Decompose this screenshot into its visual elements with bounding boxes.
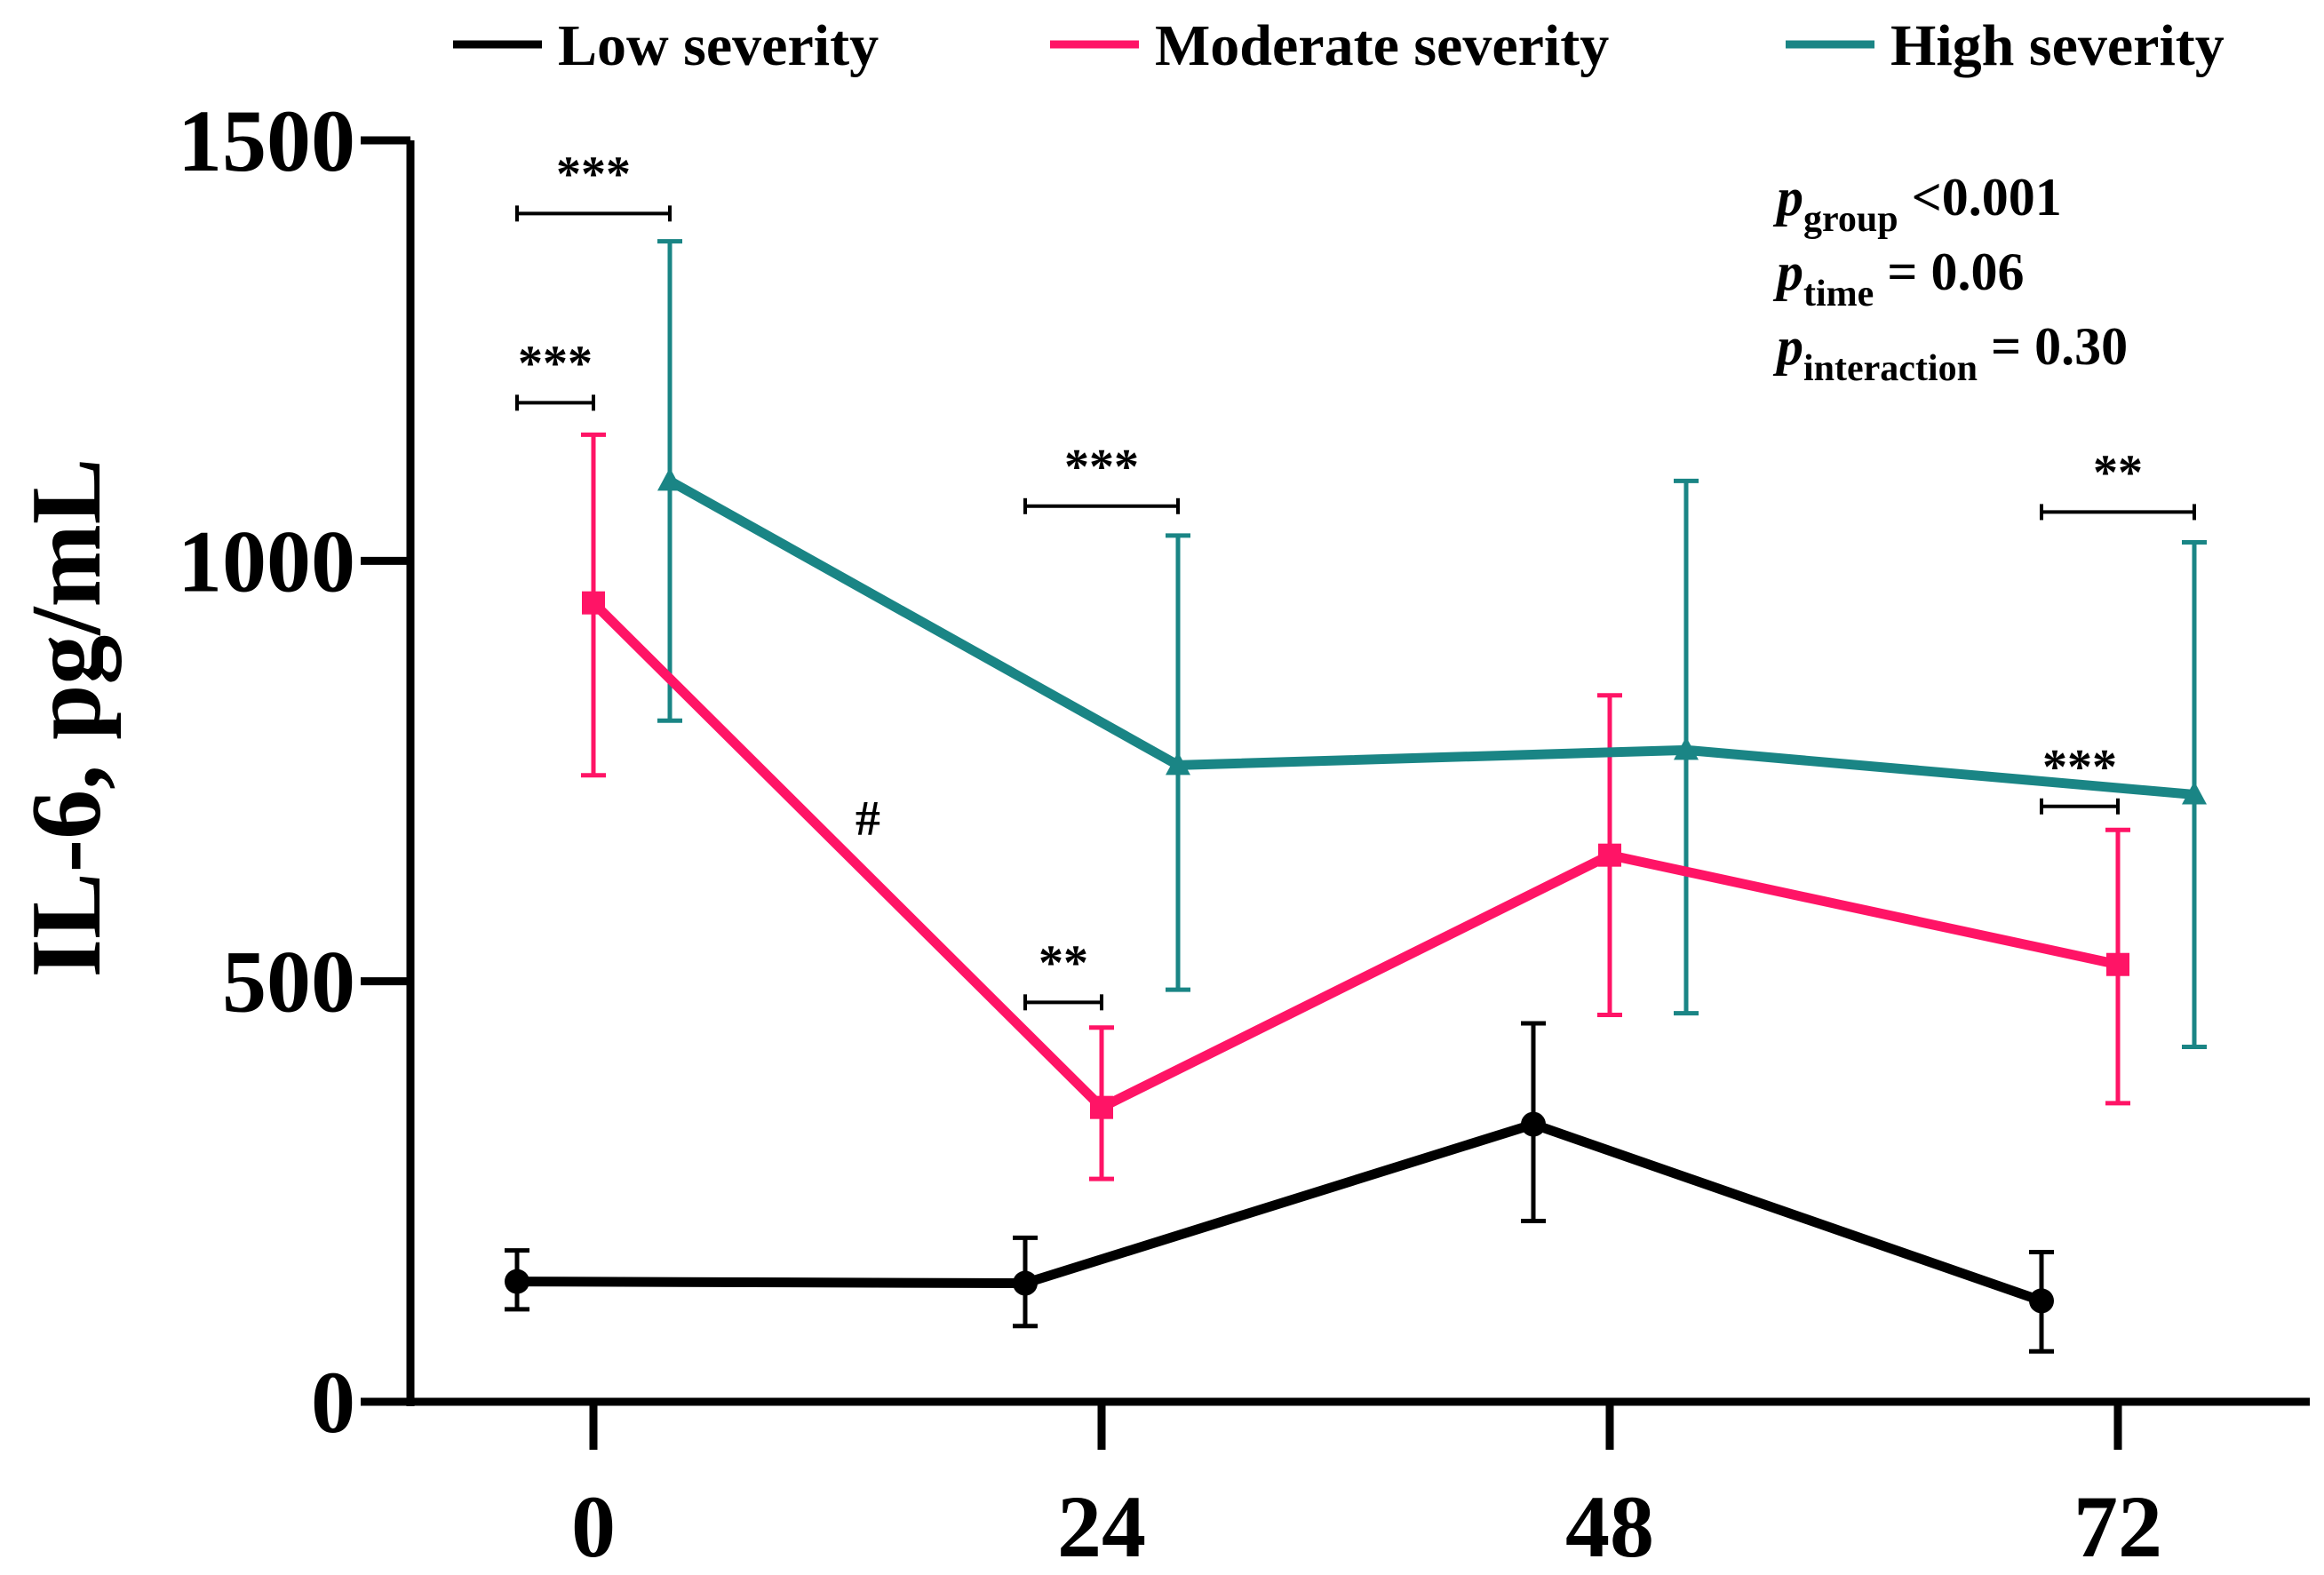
stat-subscript: group	[1803, 199, 1898, 240]
marker-0-2	[1521, 1111, 1546, 1137]
marker-1-3	[2106, 952, 2129, 976]
y-axis-label: IL-6, pg/mL	[12, 458, 122, 978]
sig-bracket-3: **	[1023, 935, 1103, 1011]
sig-bracket-4: **	[2040, 445, 2196, 521]
sig-label-3: **	[1039, 935, 1088, 990]
series-line-0	[516, 1119, 2043, 1306]
y-tick-label-2: 1000	[178, 512, 355, 610]
marker-1-2	[1598, 843, 1621, 867]
marker-2-0	[657, 467, 682, 491]
sig-bracket-5: ***	[2040, 740, 2120, 815]
stat-p: p	[1772, 243, 1803, 301]
sig-bracket-1: ***	[515, 336, 595, 411]
stat-value: = 0.06	[1874, 243, 2024, 301]
marker-1-0	[582, 591, 605, 615]
series-line-1	[590, 599, 2120, 1113]
marker-2-2	[1674, 736, 1699, 760]
y-tick-label-3: 1500	[178, 91, 355, 190]
sig-bracket-0: ***	[515, 147, 672, 222]
sig-label-2: ***	[1064, 440, 1139, 495]
legend: Low severity Moderate severity High severi…	[453, 13, 2225, 78]
marker-2-1	[1166, 752, 1190, 776]
stat-value: = 0.30	[1978, 317, 2128, 376]
sig-label-1: ***	[518, 336, 593, 391]
stat-p: p	[1772, 317, 1803, 376]
stat-subscript: time	[1803, 274, 1874, 314]
sig-label-0: ***	[556, 147, 631, 202]
series-markers	[505, 467, 2207, 1314]
marker-0-3	[2029, 1288, 2054, 1314]
series-line-2	[667, 476, 2195, 799]
y-tick-label-0: 0	[311, 1353, 355, 1452]
y-tick-label-1: 500	[222, 933, 355, 1031]
x-tick-label-2: 48	[1565, 1477, 1654, 1575]
marker-0-1	[1013, 1270, 1038, 1296]
x-tick-label-1: 24	[1057, 1477, 1146, 1575]
stat-line-2: pinteraction = 0.30	[1772, 317, 2128, 389]
annotation-0: #	[856, 791, 880, 847]
legend-label-0: Low severity	[558, 13, 879, 78]
legend-label-1: Moderate severity	[1155, 13, 1609, 78]
stat-subscript: interaction	[1803, 348, 1978, 389]
stat-line-0: pgroup <0.001	[1772, 168, 2062, 240]
x-tick-label-0: 0	[571, 1477, 616, 1575]
sig-bracket-2: ***	[1023, 440, 1180, 514]
sig-label-5: ***	[2042, 740, 2117, 795]
axes: 0 500 1000 1500 0 24 48 72 IL-6, pg/mL	[12, 91, 2310, 1575]
marker-2-3	[2182, 781, 2207, 805]
series-lines	[516, 476, 2195, 1306]
stat-line-1: ptime = 0.06	[1772, 243, 2025, 314]
x-tick-label-3: 72	[2073, 1477, 2162, 1575]
stat-value: <0.001	[1898, 168, 2062, 227]
marker-1-1	[1090, 1095, 1113, 1119]
stat-p: p	[1772, 168, 1803, 227]
legend-label-2: High severity	[1890, 13, 2225, 78]
sig-label-4: **	[2093, 445, 2143, 500]
marker-0-0	[505, 1269, 529, 1294]
significance-brackets: ****************#	[515, 147, 2196, 1011]
